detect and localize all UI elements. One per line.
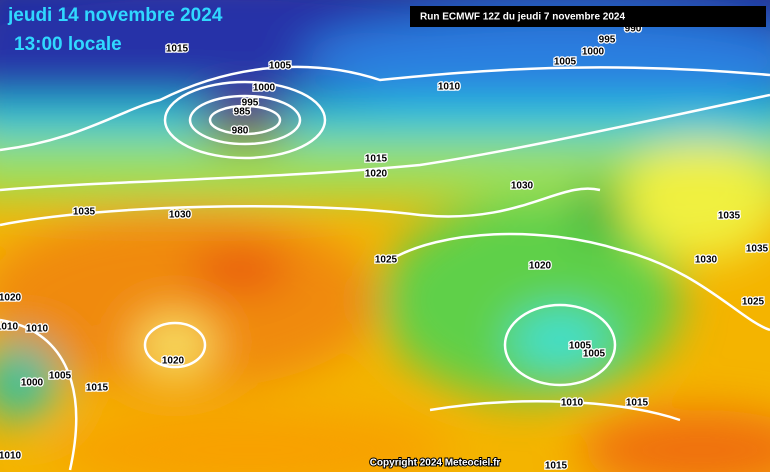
isobar-label: 1010	[561, 398, 584, 409]
isobar-label: 1000	[582, 47, 605, 58]
isobar-label: 1030	[695, 255, 718, 266]
time: 13:00 locale	[14, 34, 122, 55]
isobar-label: 1000	[253, 83, 276, 94]
isobar-label: 995	[599, 35, 616, 46]
isobar-label: 1015	[166, 44, 189, 55]
isobar-label: 1030	[169, 210, 192, 221]
isobar-label: 1035	[73, 207, 96, 218]
isobar-label: 1005	[49, 371, 72, 382]
isobar-label: 1005	[569, 341, 592, 352]
isobars	[0, 65, 770, 471]
isobar-label: 980	[232, 126, 249, 137]
isobar-label: 1035	[718, 211, 741, 222]
isobar-label: 1005	[554, 57, 577, 68]
isobar-label: 1020	[162, 356, 185, 367]
isobar-label: 995	[242, 98, 259, 109]
isobar-label: 1010	[0, 322, 19, 333]
isobar-label: 1030	[511, 181, 534, 192]
isobar-label: 1020	[365, 169, 388, 180]
run-banner	[410, 6, 766, 27]
isobar-label: 1010	[0, 451, 22, 462]
date: jeudi 14 novembre 2024	[7, 5, 223, 26]
isobar-label: 1015	[86, 383, 109, 394]
isobar-label: 1015	[626, 398, 649, 409]
isobar-label: 1020	[0, 293, 22, 304]
run-info: Run ECMWF 12Z du jeudi 7 novembre 2024	[420, 12, 625, 23]
copyright: Copyright 2024 Meteociel.fr	[370, 458, 501, 469]
isobar-label: 1000	[21, 378, 44, 389]
isobar-label: 1025	[375, 255, 398, 266]
isobar-label: 1005	[583, 349, 606, 360]
isobar-label: 1005	[269, 61, 292, 72]
isobar-label: 1035	[746, 244, 769, 255]
isobar-label: 1015	[365, 154, 388, 165]
isobar-label: 1010	[26, 324, 49, 335]
isobar-label: 1015	[545, 461, 568, 472]
isobar-label: 985	[234, 107, 251, 118]
isobar-label: 1010	[438, 82, 461, 93]
isobar-label: 1020	[529, 261, 552, 272]
isobar-label: 1025	[742, 297, 765, 308]
